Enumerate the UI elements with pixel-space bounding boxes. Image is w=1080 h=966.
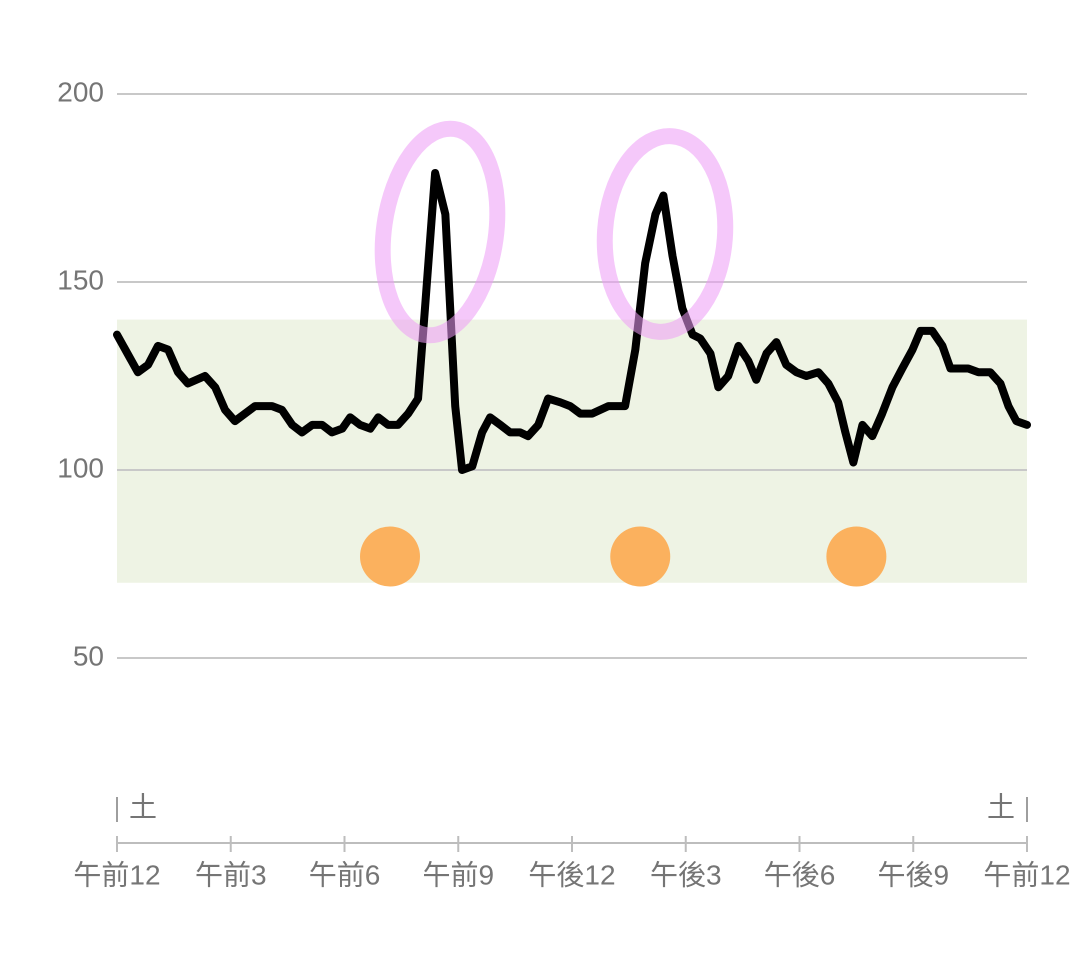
event-marker — [826, 526, 887, 587]
y-tick-label: 50 — [73, 640, 104, 671]
event-marker — [610, 526, 671, 587]
y-tick-label: 150 — [57, 264, 104, 295]
x-tick-label: 午前12 — [983, 859, 1070, 890]
x-tick-label: 午後3 — [650, 859, 722, 890]
highlight — [374, 120, 506, 344]
y-tick-label: 100 — [57, 452, 104, 483]
day-label: 土 — [129, 791, 157, 822]
x-tick-label: 午前6 — [309, 859, 381, 890]
line — [113, 168, 1031, 474]
x-tick-label: 午後6 — [764, 859, 836, 890]
x-tick-label: 午後12 — [528, 859, 615, 890]
highlight — [596, 128, 734, 340]
x-tick-label: 午前3 — [195, 859, 267, 890]
x-tick-label: 午前12 — [73, 859, 160, 890]
event-marker — [360, 526, 420, 587]
plot: 50 100 150 200 午前12 午前3 午前6 午前9 午後12 午後3 午後6 午後9 午前1… — [57, 76, 1070, 890]
highlights — [374, 120, 734, 344]
x-tick-label: 午前9 — [422, 859, 494, 890]
y-tick-label: 200 — [57, 76, 104, 107]
day-label: 土 — [987, 791, 1015, 822]
plot-background — [117, 93, 1027, 659]
target-range — [117, 319, 1027, 583]
x-tick-label: 午後9 — [877, 859, 949, 890]
